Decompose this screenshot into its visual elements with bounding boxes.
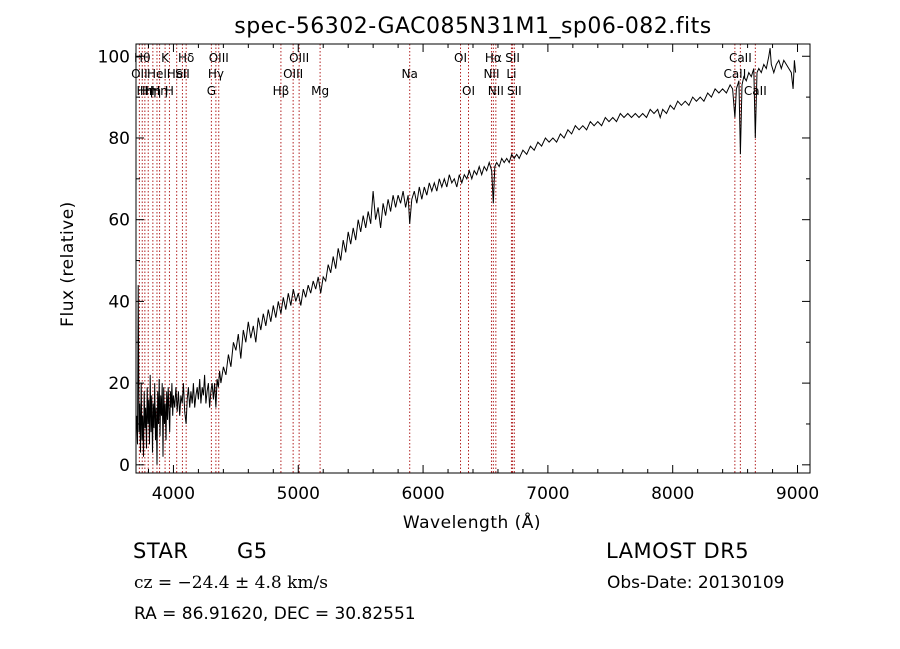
spectral-line-label: G bbox=[207, 84, 216, 98]
observation-date: Obs-Date: 20130109 bbox=[607, 573, 785, 593]
spectral-line-label: Hη bbox=[145, 84, 162, 98]
spectral-line-label: OI bbox=[454, 51, 467, 65]
spectral-line-label: OIII bbox=[209, 51, 229, 65]
plot-frame bbox=[135, 43, 811, 474]
spectral-line-label: SII bbox=[507, 84, 522, 98]
spectral-line-label: Li bbox=[506, 67, 516, 81]
y-axis-label: Flux (relative) bbox=[58, 201, 78, 327]
spectral-line-label: OIII bbox=[289, 51, 309, 65]
spectral-line-label: Na bbox=[402, 67, 418, 81]
y-tick-label: 20 bbox=[108, 374, 130, 394]
x-tick-label: 5000 bbox=[277, 484, 320, 504]
x-tick-label: 8000 bbox=[651, 484, 694, 504]
survey-name: LAMOST DR5 bbox=[606, 539, 750, 563]
spectral-line-label: Hθ bbox=[134, 51, 150, 65]
spectral-line-label: Mg bbox=[311, 84, 329, 98]
spectral-line-label: Hδ bbox=[178, 51, 194, 65]
x-tick-label: 9000 bbox=[776, 484, 819, 504]
spectral-line-label: SII bbox=[505, 51, 520, 65]
y-tick-label: 100 bbox=[98, 47, 130, 67]
spectral-line-label: CaII bbox=[729, 51, 752, 65]
spectral-line-label: Hη bbox=[137, 84, 154, 98]
spectral-line-labels: OIIHθHηHηHηHeIHηKHHeISIIHδGHγOIIIHβOIIIO… bbox=[131, 51, 767, 98]
spectral-line-label: Hγ bbox=[208, 67, 224, 81]
spectral-line-label: CaII bbox=[723, 67, 746, 81]
spectral-line-label: Hη bbox=[151, 84, 168, 98]
spectral-line-label: NII bbox=[488, 84, 504, 98]
object-subclass: G5 bbox=[237, 539, 268, 563]
y-tick-label: 80 bbox=[108, 129, 130, 149]
spectral-line-markers bbox=[138, 44, 756, 473]
y-tick-label: 40 bbox=[108, 292, 130, 312]
chart-title: spec-56302-GAC085N31M1_sp06-082.fits bbox=[234, 14, 712, 39]
y-tick-label: 0 bbox=[119, 456, 130, 476]
coordinates: RA = 86.91620, DEC = 30.82551 bbox=[134, 604, 416, 624]
spectral-line-label: SII bbox=[175, 67, 190, 81]
x-axis: 4000 5000 6000 7000 8000 9000 bbox=[147, 44, 819, 504]
spectral-line-label: OI bbox=[462, 84, 475, 98]
x-tick-label: 6000 bbox=[401, 484, 444, 504]
x-tick-label: 7000 bbox=[526, 484, 569, 504]
object-class: STAR bbox=[133, 539, 189, 563]
x-tick-label: 4000 bbox=[152, 484, 195, 504]
x-axis-label: Wavelength (Å) bbox=[403, 511, 541, 533]
spectral-line-label: Hη bbox=[140, 84, 157, 98]
redshift-cz: cz = −24.4 ± 4.8 km/s bbox=[134, 573, 328, 593]
spectral-line-label: K bbox=[161, 51, 170, 65]
spectral-line-label: H bbox=[165, 84, 174, 98]
spectral-line-label: Hβ bbox=[273, 84, 290, 98]
spectrum-series-line bbox=[136, 48, 797, 465]
spectral-line-label: OIII bbox=[283, 67, 303, 81]
y-axis: 0 20 40 60 80 100 bbox=[98, 47, 810, 476]
spectral-line-label: CaII bbox=[744, 84, 767, 98]
y-tick-label: 60 bbox=[108, 211, 130, 231]
spectral-line-label: HeI bbox=[147, 67, 167, 81]
spectral-line-label: HeI bbox=[167, 67, 187, 81]
spectral-line-label: OII bbox=[131, 67, 148, 81]
spectral-line-label: NII bbox=[483, 67, 499, 81]
spectral-line-label: Hα bbox=[485, 51, 502, 65]
